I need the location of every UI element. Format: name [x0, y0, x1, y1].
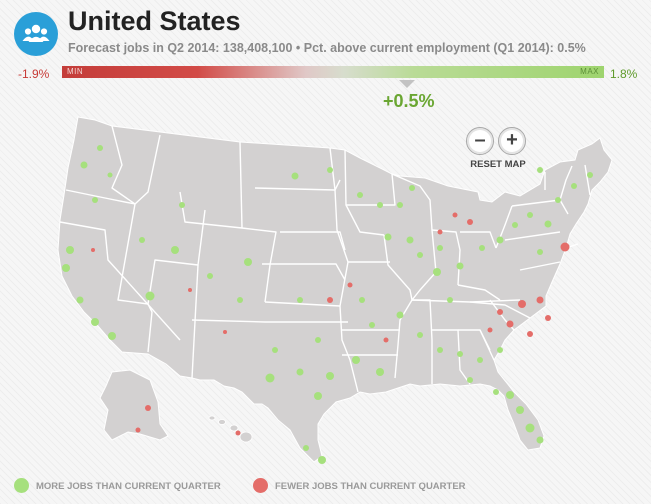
reset-map-button[interactable]: RESET MAP — [470, 159, 526, 170]
scale-min-value: -1.9% — [18, 67, 50, 81]
scale-current-value: +0.5% — [383, 91, 435, 111]
zoom-in-button[interactable]: + — [498, 127, 526, 155]
people-icon — [14, 12, 58, 56]
legend-more-label: MORE JOBS THAN CURRENT QUARTER — [36, 481, 221, 492]
legend-more-dot-icon — [14, 478, 29, 493]
legend-fewer-dot-icon — [253, 478, 268, 493]
scale-pointer-icon — [399, 80, 415, 88]
fewer-jobs-dots — [91, 212, 570, 436]
legend-fewer-label: FEWER JOBS THAN CURRENT QUARTER — [275, 481, 466, 492]
more-jobs-dots — [62, 145, 593, 464]
mainland-us[interactable] — [57, 116, 613, 463]
scale-bar-max-label: MAX — [580, 67, 599, 76]
scale-max-value: 1.8% — [610, 67, 638, 81]
forecast-subtitle: Forecast jobs in Q2 2014: 138,408,100 • … — [68, 41, 586, 55]
scale-gradient-bar: MIN MAX — [62, 66, 604, 78]
hawaii[interactable] — [208, 415, 253, 443]
zoom-out-button[interactable]: – — [466, 127, 494, 155]
alaska[interactable] — [99, 369, 169, 441]
scale-bar-min-label: MIN — [67, 67, 84, 76]
page-title: United States — [68, 6, 241, 36]
